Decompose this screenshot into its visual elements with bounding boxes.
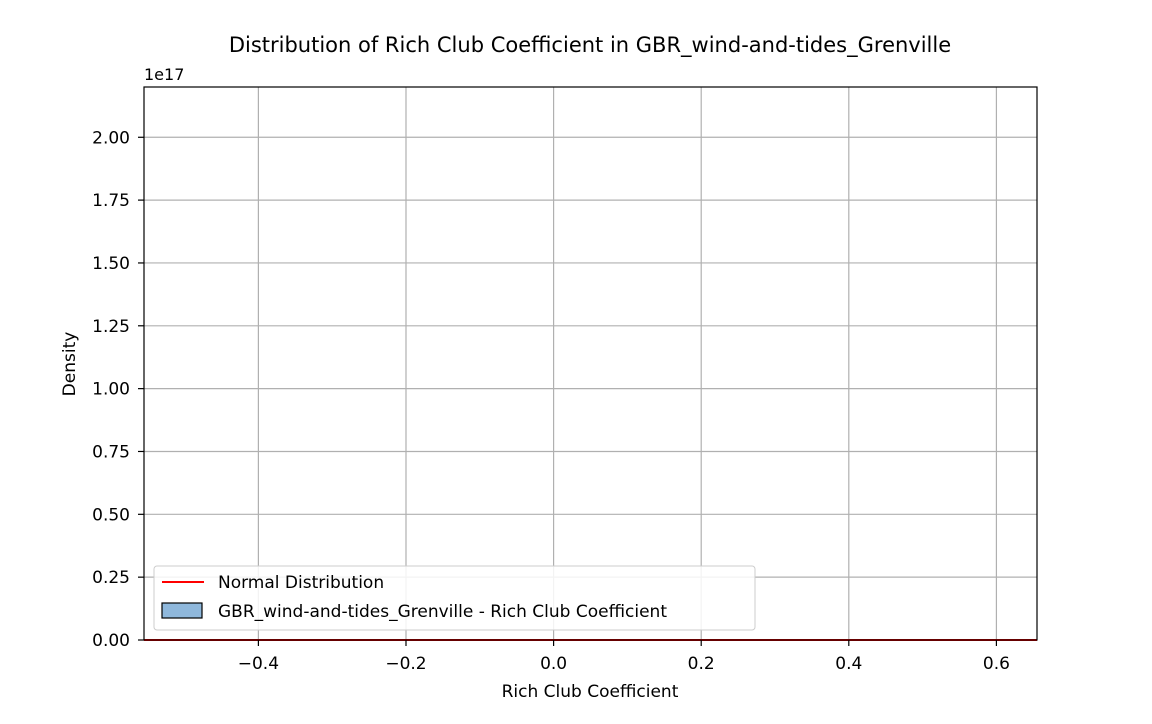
y-tick-label: 1.25 xyxy=(92,317,130,337)
legend-label-normal: Normal Distribution xyxy=(218,573,384,593)
chart-title: Distribution of Rich Club Coefficient in… xyxy=(229,33,951,58)
x-axis-ticks: −0.4 −0.2 0.0 0.2 0.4 0.6 xyxy=(238,640,1010,674)
legend-box xyxy=(153,565,756,631)
legend: Normal Distribution GBR_wind-and-tides_G… xyxy=(153,565,756,631)
y-tick-label: 2.00 xyxy=(92,128,130,148)
y-tick-label: 1.75 xyxy=(92,191,130,211)
y-axis-ticks: 0.00 0.25 0.50 0.75 1.00 1.25 1.50 1.75 2.00 xyxy=(92,128,144,651)
plot-area-frame xyxy=(143,86,1038,641)
y-axis-label: Density xyxy=(60,332,80,397)
legend-label-histogram: GBR_wind-and-tides_Grenville - Rich Club… xyxy=(218,602,667,622)
x-tick-label: 0.0 xyxy=(540,654,567,674)
y-tick-label: 1.50 xyxy=(92,254,130,274)
y-offset-text: 1e17 xyxy=(144,65,184,84)
legend-bar-swatch xyxy=(161,602,203,619)
x-tick-label: 0.6 xyxy=(983,654,1010,674)
y-tick-label: 1.00 xyxy=(92,380,130,400)
x-tick-label: 0.4 xyxy=(835,654,862,674)
x-tick-label: −0.4 xyxy=(238,654,279,674)
x-tick-label: −0.2 xyxy=(385,654,426,674)
x-tick-label: 0.2 xyxy=(688,654,715,674)
grid-lines xyxy=(144,87,1037,641)
y-tick-label: 0.50 xyxy=(92,505,130,525)
x-axis-label: Rich Club Coefficient xyxy=(502,682,679,702)
y-tick-label: 0.00 xyxy=(92,631,130,651)
y-tick-label: 0.25 xyxy=(92,568,130,588)
y-tick-label: 0.75 xyxy=(92,442,130,462)
